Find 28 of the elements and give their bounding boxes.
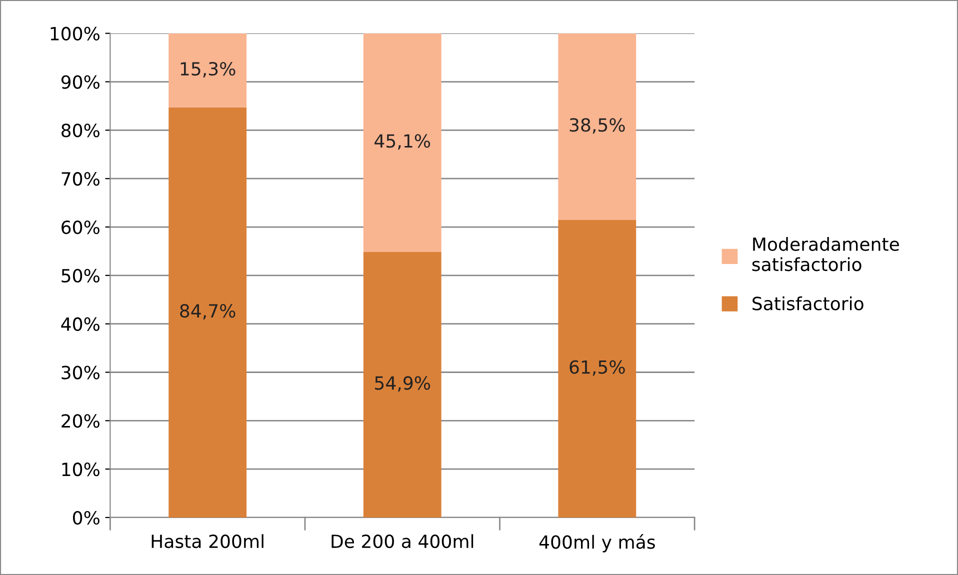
data-label: 15,3% — [180, 62, 236, 78]
y-tick-label: 30% — [62, 366, 100, 380]
y-tick-label: 10% — [62, 462, 100, 476]
data-label: 54,9% — [375, 376, 430, 392]
y-tick-label: 50% — [62, 268, 100, 283]
y-tick-label: 20% — [62, 414, 100, 428]
y-tick-label: 70% — [62, 172, 100, 186]
data-label: 84,7% — [180, 304, 236, 320]
bar — [168, 107, 247, 518]
y-tick-label: 90% — [61, 75, 100, 89]
bar — [363, 252, 442, 518]
x-tick-label: Hasta 200ml — [152, 534, 264, 548]
y-tick-label: 0% — [72, 510, 100, 525]
x-tick-label: De 200 a 400ml — [332, 534, 474, 548]
bar — [558, 33, 636, 220]
legend-label: Satisfactorio — [752, 296, 864, 310]
y-tick-label: 60% — [62, 220, 100, 234]
bar — [558, 220, 636, 518]
legend-label: Moderadamente satisfactorio — [752, 237, 899, 272]
y-tick-label: 40% — [61, 317, 100, 331]
x-tick-label: 400ml y más — [539, 534, 655, 552]
bar — [363, 33, 442, 252]
y-tick-label: 100% — [50, 26, 100, 40]
data-label: 38,5% — [570, 118, 625, 134]
bar — [168, 33, 247, 108]
data-label: 45,1% — [374, 134, 430, 150]
y-tick-label: 80% — [62, 124, 100, 138]
data-label: 61,5% — [570, 360, 625, 376]
